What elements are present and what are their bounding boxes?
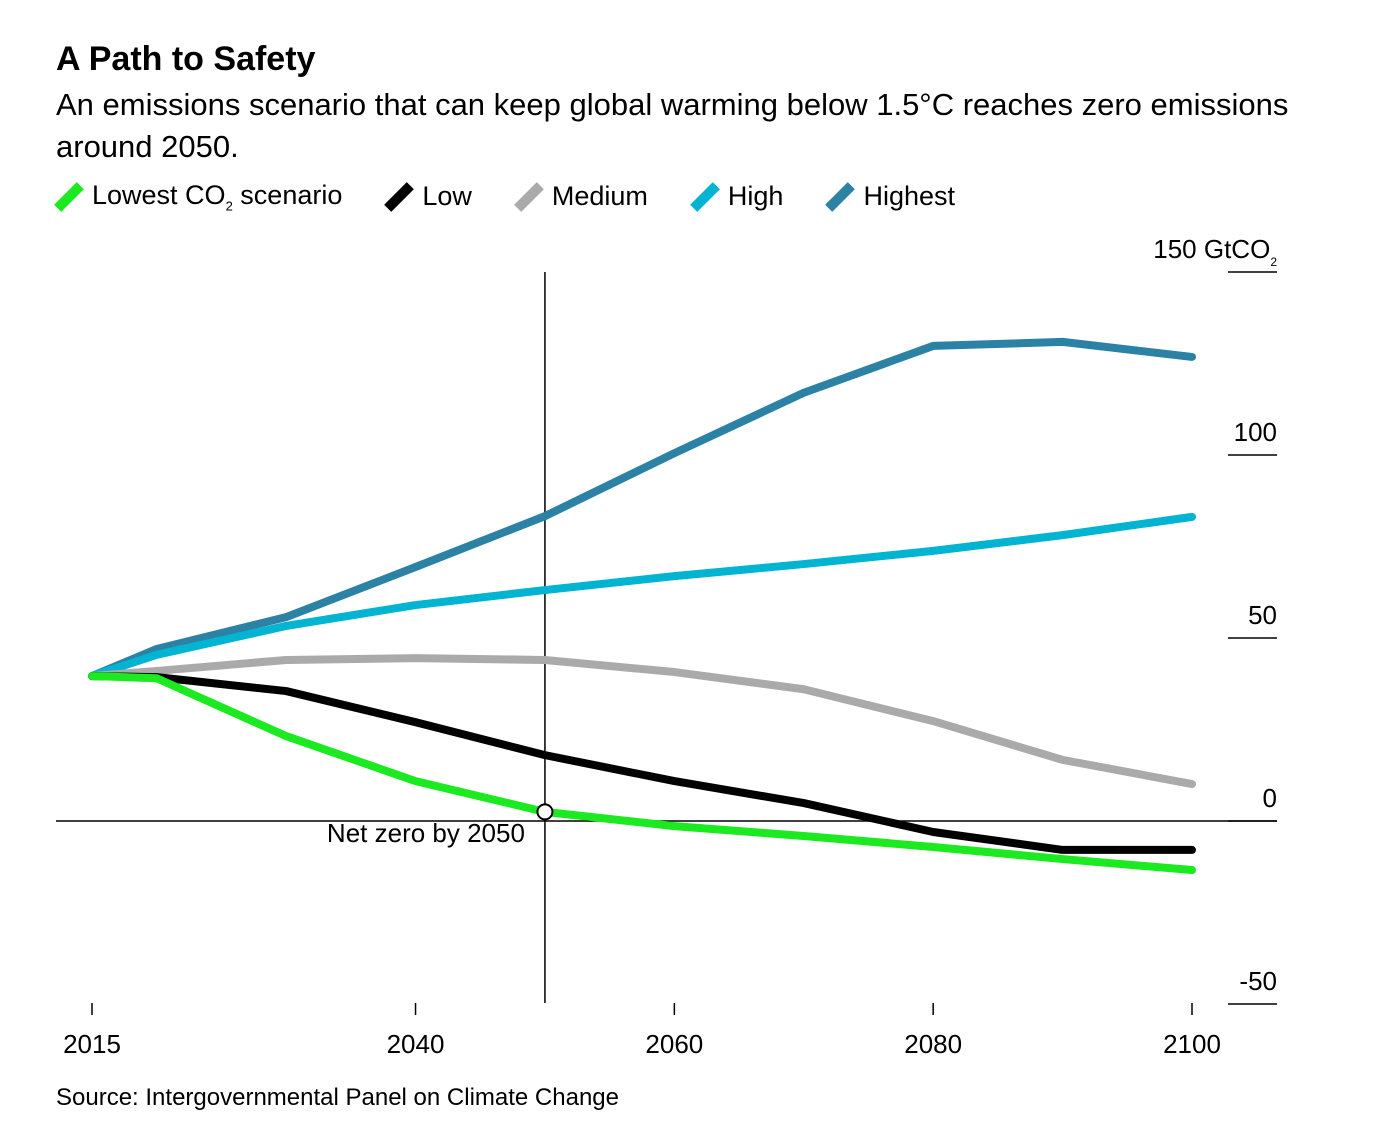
x-tick-label: 2015 <box>63 1029 121 1059</box>
legend-label: Highest <box>863 181 955 212</box>
legend-item: Lowest CO2 scenario <box>54 180 343 214</box>
chart-title: A Path to Safety <box>56 40 316 78</box>
legend-label: Medium <box>551 181 648 212</box>
legend: Lowest CO2 scenario Low Medium High Highest <box>54 180 999 214</box>
chart-subtitle: An emissions scenario that can keep glob… <box>56 87 1289 164</box>
x-tick-label: 2040 <box>387 1029 445 1059</box>
annotation-label: Net zero by 2050 <box>327 818 525 848</box>
y-tick-label: 0 <box>1263 783 1277 813</box>
series-line-lowest-co <box>88 672 1196 875</box>
series-line-medium <box>88 654 1196 789</box>
x-tick-label: 2060 <box>645 1029 703 1059</box>
y-tick-label: 100 <box>1234 417 1277 447</box>
y-tick-label: 50 <box>1248 600 1277 630</box>
series-line-high <box>88 512 1196 681</box>
source-note: Source: Intergovernmental Panel on Clima… <box>56 1084 619 1111</box>
legend-label: Lowest CO2 scenario <box>92 180 343 214</box>
legend-item: High <box>690 180 784 213</box>
legend-item: Low <box>384 180 472 213</box>
legend-item: Highest <box>825 180 955 213</box>
y-tick-label: -50 <box>1239 966 1277 996</box>
x-tick-label: 2100 <box>1163 1029 1221 1059</box>
series-line-highest <box>88 337 1196 681</box>
net-zero-point <box>536 803 554 821</box>
y-tick-label: 150 GtCO2 <box>1153 234 1277 269</box>
legend-item: Medium <box>514 180 648 213</box>
legend-label: Low <box>422 181 472 212</box>
legend-label: High <box>727 181 784 212</box>
x-tick-label: 2080 <box>904 1029 962 1059</box>
series-line-low <box>88 672 1196 854</box>
